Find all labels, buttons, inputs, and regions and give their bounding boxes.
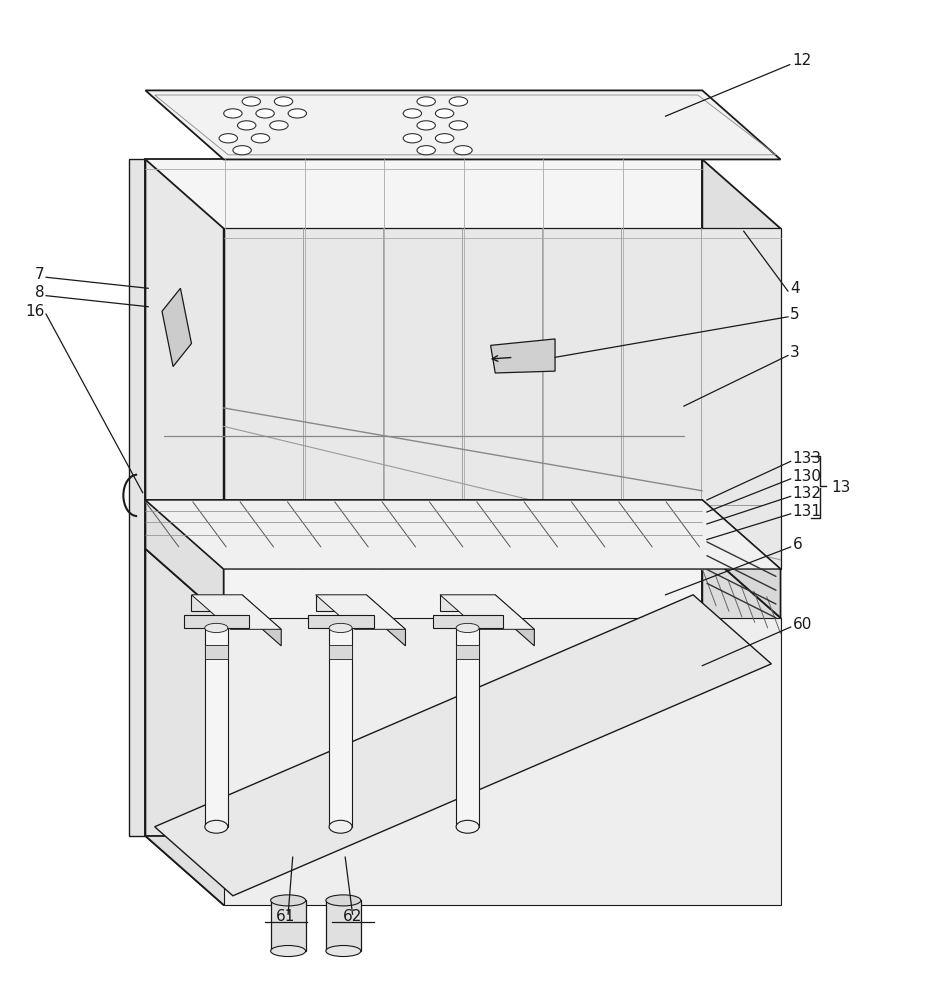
Polygon shape xyxy=(145,159,702,500)
Ellipse shape xyxy=(457,623,479,633)
Polygon shape xyxy=(145,159,224,569)
Polygon shape xyxy=(440,595,534,629)
Ellipse shape xyxy=(288,109,307,118)
Ellipse shape xyxy=(449,121,468,130)
Text: 5: 5 xyxy=(790,307,799,322)
Ellipse shape xyxy=(242,97,260,106)
Text: 8: 8 xyxy=(34,285,44,300)
Polygon shape xyxy=(491,339,555,373)
Text: 133: 133 xyxy=(793,451,821,466)
Polygon shape xyxy=(702,159,781,569)
Ellipse shape xyxy=(205,623,228,633)
Ellipse shape xyxy=(417,97,435,106)
Polygon shape xyxy=(432,615,503,628)
Polygon shape xyxy=(329,628,352,827)
Ellipse shape xyxy=(417,121,435,130)
Ellipse shape xyxy=(237,121,256,130)
Ellipse shape xyxy=(435,134,454,143)
Text: 16: 16 xyxy=(25,304,44,319)
Polygon shape xyxy=(205,645,228,659)
Ellipse shape xyxy=(274,97,293,106)
Ellipse shape xyxy=(269,121,288,130)
Ellipse shape xyxy=(454,146,472,155)
Polygon shape xyxy=(702,549,781,905)
Ellipse shape xyxy=(403,109,421,118)
Polygon shape xyxy=(145,836,781,905)
Polygon shape xyxy=(270,900,306,951)
Polygon shape xyxy=(224,228,781,569)
Polygon shape xyxy=(155,595,771,896)
Ellipse shape xyxy=(435,109,454,118)
Polygon shape xyxy=(162,288,192,367)
Ellipse shape xyxy=(270,945,306,957)
Text: 132: 132 xyxy=(793,486,821,501)
Text: 6: 6 xyxy=(793,537,802,552)
Ellipse shape xyxy=(205,820,228,833)
Ellipse shape xyxy=(232,146,251,155)
Text: 13: 13 xyxy=(832,480,851,495)
Polygon shape xyxy=(457,645,479,659)
Polygon shape xyxy=(145,500,781,569)
Polygon shape xyxy=(329,645,352,659)
Polygon shape xyxy=(184,615,249,628)
Polygon shape xyxy=(145,500,702,549)
Polygon shape xyxy=(145,549,702,836)
Ellipse shape xyxy=(449,97,468,106)
Polygon shape xyxy=(316,595,406,629)
Text: 131: 131 xyxy=(793,504,821,519)
Polygon shape xyxy=(145,549,224,905)
Ellipse shape xyxy=(403,134,421,143)
Polygon shape xyxy=(495,595,534,646)
Ellipse shape xyxy=(326,945,361,957)
Polygon shape xyxy=(129,159,145,836)
Polygon shape xyxy=(440,595,495,611)
Text: 12: 12 xyxy=(793,53,812,68)
Ellipse shape xyxy=(219,134,237,143)
Text: 4: 4 xyxy=(790,281,799,296)
Ellipse shape xyxy=(457,820,479,833)
Text: 3: 3 xyxy=(790,345,799,360)
Ellipse shape xyxy=(326,895,361,906)
Ellipse shape xyxy=(251,134,269,143)
Ellipse shape xyxy=(417,146,435,155)
Text: 7: 7 xyxy=(34,267,44,282)
Polygon shape xyxy=(205,628,228,827)
Ellipse shape xyxy=(329,623,352,633)
Polygon shape xyxy=(224,618,781,905)
Ellipse shape xyxy=(270,895,306,906)
Text: 60: 60 xyxy=(793,617,812,632)
Polygon shape xyxy=(316,595,367,611)
Polygon shape xyxy=(242,595,282,646)
Ellipse shape xyxy=(329,820,352,833)
Text: 61: 61 xyxy=(276,909,295,924)
Polygon shape xyxy=(457,628,479,827)
Ellipse shape xyxy=(224,109,242,118)
Polygon shape xyxy=(145,500,224,618)
Polygon shape xyxy=(326,900,361,951)
Text: 130: 130 xyxy=(793,469,821,484)
Polygon shape xyxy=(192,595,242,611)
Polygon shape xyxy=(145,90,781,159)
Polygon shape xyxy=(367,595,406,646)
Text: 62: 62 xyxy=(343,909,362,924)
Ellipse shape xyxy=(256,109,274,118)
Polygon shape xyxy=(308,615,374,628)
Polygon shape xyxy=(192,595,282,629)
Polygon shape xyxy=(702,500,781,618)
